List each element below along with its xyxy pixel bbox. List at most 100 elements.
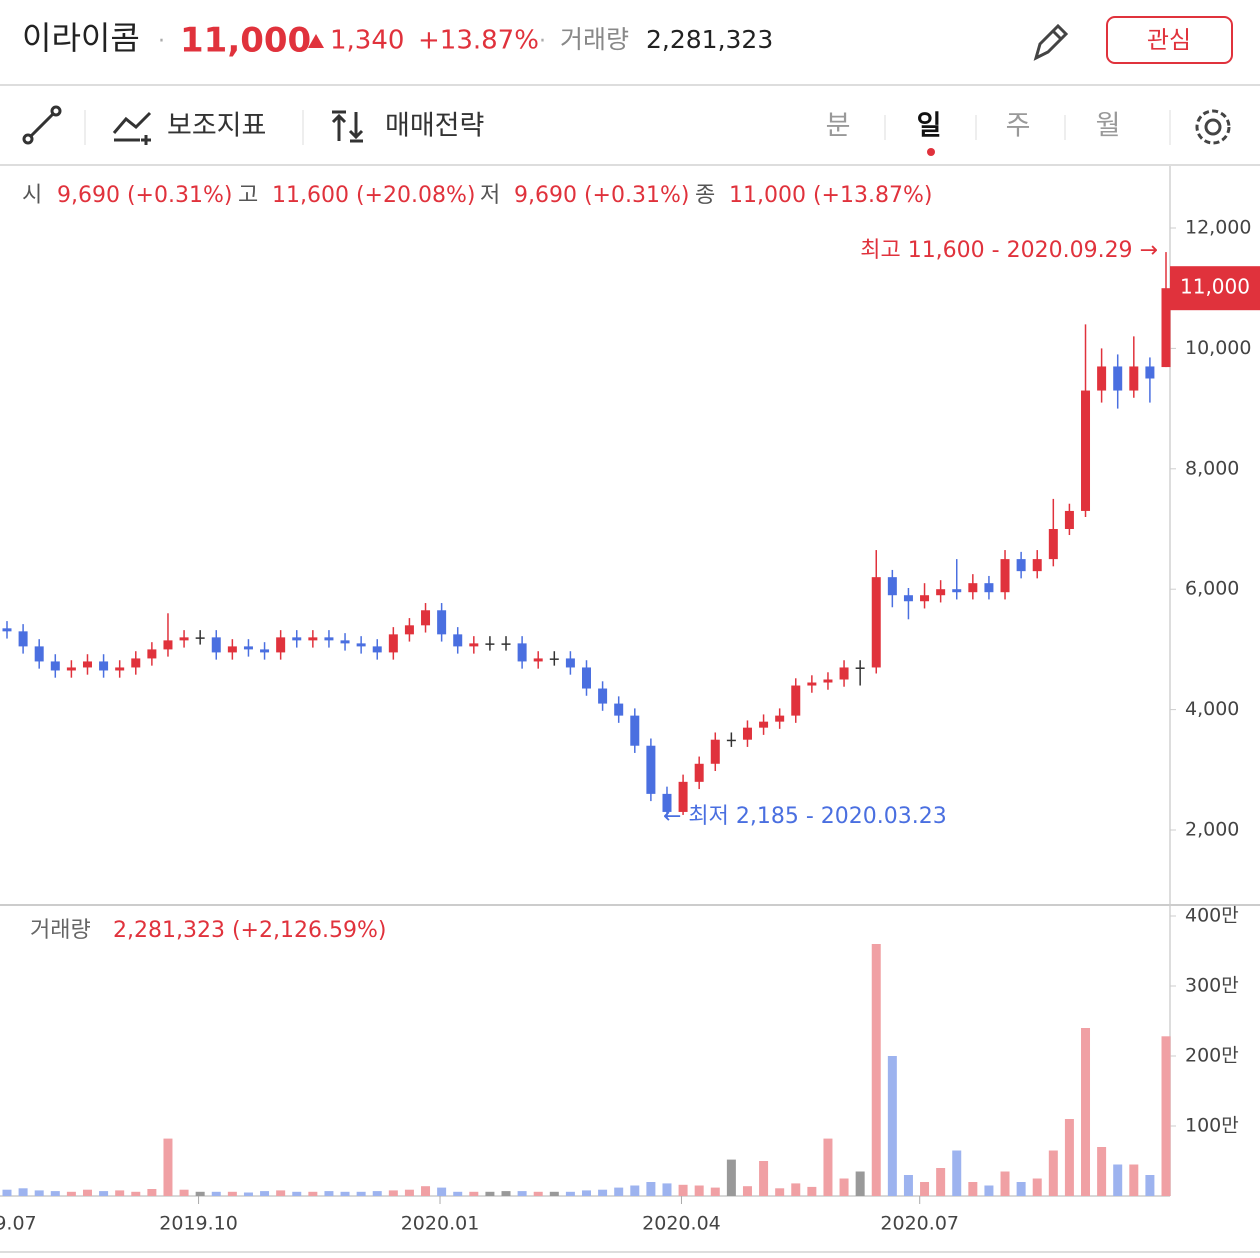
x-tick-label: 2019.10: [159, 1213, 238, 1235]
candle-body: [1000, 559, 1010, 593]
candle-body: [1048, 529, 1058, 560]
indicators-button[interactable]: 보조지표: [167, 111, 266, 142]
edit-icon[interactable]: [1033, 23, 1069, 61]
indicator-icon[interactable]: [112, 111, 152, 145]
y-tick-label: 4,000: [1185, 698, 1239, 720]
candle-body: [823, 679, 833, 683]
draw-tool-icon[interactable]: [22, 105, 62, 145]
watch-button-label: 관심: [1147, 26, 1191, 54]
candle-body: [936, 589, 946, 596]
volume-bar: [34, 1190, 44, 1196]
y-tick-label: 6,000: [1185, 578, 1239, 600]
volume-bar: [115, 1190, 125, 1196]
strategy-button[interactable]: 매매전략: [385, 111, 484, 142]
candle-body: [694, 763, 704, 782]
period-tab[interactable]: 분: [826, 111, 851, 142]
watch-button[interactable]: [1106, 16, 1233, 64]
candle-body: [82, 661, 92, 668]
candle-body: [163, 640, 173, 650]
candle-body: [630, 715, 640, 746]
volume-bar: [662, 1183, 672, 1196]
selected-dot: [927, 148, 935, 156]
volume-bar: [179, 1189, 189, 1196]
volume-bar: [1097, 1147, 1107, 1196]
volume-bar: [952, 1150, 962, 1196]
candle-body: [308, 637, 318, 641]
volume-bar: [356, 1191, 366, 1196]
candle-body: [920, 595, 930, 602]
volume-bar: [227, 1191, 237, 1196]
volume-bar: [517, 1191, 527, 1196]
candle-body: [549, 658, 559, 660]
x-tick-label: 2020.01: [401, 1213, 480, 1235]
candle-body: [1016, 559, 1026, 572]
candle-body: [340, 640, 350, 644]
candle-body: [1161, 288, 1171, 368]
period-tab[interactable]: 주: [1006, 111, 1031, 142]
candle-body: [903, 595, 913, 602]
volume-bar: [920, 1182, 930, 1196]
volume-bar: [260, 1191, 270, 1196]
ohlc-label: 고: [238, 183, 258, 208]
change-pct: +13.87%: [418, 26, 539, 56]
volume: 2,281,323: [646, 25, 773, 54]
volume-label: 거래량: [560, 25, 629, 54]
y-tick-label: 10,000: [1185, 337, 1251, 359]
strategy-icon[interactable]: [331, 110, 364, 143]
volume-bar: [887, 1056, 897, 1196]
candle-body: [147, 649, 157, 659]
volume-bar: [195, 1191, 205, 1196]
candle-body: [742, 727, 752, 740]
volume-bar: [1161, 1036, 1171, 1196]
volume-bar: [710, 1187, 720, 1196]
volume-bar: [823, 1138, 833, 1196]
candle-body: [179, 637, 189, 641]
y-tick-label: 12,000: [1185, 217, 1251, 239]
candle-body: [1113, 366, 1123, 391]
volume-bar: [324, 1191, 334, 1196]
volume-bar: [791, 1183, 801, 1196]
x-tick-label: 2019.07: [0, 1213, 37, 1235]
low-annotation: ← 최저 2,185 - 2020.03.23: [663, 804, 947, 829]
candle-body: [453, 634, 463, 647]
volume-bar: [871, 944, 881, 1196]
volume-tick-label: 300만: [1185, 975, 1239, 997]
volume-bar: [18, 1188, 28, 1196]
candle-body: [404, 625, 414, 635]
settings-icon[interactable]: [1195, 109, 1231, 145]
candle-body: [292, 637, 302, 641]
candle-body: [726, 739, 736, 742]
candle-body: [2, 628, 12, 632]
candle-body: [614, 703, 624, 716]
volume-panel-summary: 2,281,323 (+2,126.59%): [113, 918, 386, 943]
candle-body: [807, 682, 817, 686]
candle-body: [984, 583, 994, 593]
volume-bar: [82, 1189, 92, 1196]
volume-bar: [839, 1178, 849, 1196]
volume-bar: [1129, 1164, 1139, 1196]
volume-bar: [582, 1190, 591, 1196]
volume-bar: [565, 1191, 575, 1196]
candle-body: [34, 646, 44, 662]
x-tick-label: 2020.07: [880, 1213, 959, 1235]
volume-bar: [533, 1191, 543, 1196]
volume-bar: [936, 1168, 946, 1196]
ohlc-value: 11,600 (+20.08%): [272, 183, 475, 208]
candle-body: [99, 661, 109, 671]
y-tick-label: 2,000: [1185, 819, 1239, 841]
ohlc-label: 저: [480, 183, 500, 208]
volume-bar: [614, 1187, 624, 1196]
period-tab[interactable]: 일: [917, 111, 942, 142]
candle-body: [1032, 559, 1042, 572]
candle-body: [598, 688, 608, 704]
volume-bar: [308, 1191, 318, 1196]
candle-body: [791, 685, 801, 716]
candle-body: [678, 781, 688, 812]
candle-body: [227, 646, 237, 653]
stock-name: 이라이콤: [22, 19, 140, 57]
candle-body: [243, 646, 253, 650]
period-tab[interactable]: 월: [1096, 111, 1121, 142]
ohlc-value: 9,690 (+0.31%): [57, 183, 232, 208]
candle-body: [565, 658, 575, 668]
